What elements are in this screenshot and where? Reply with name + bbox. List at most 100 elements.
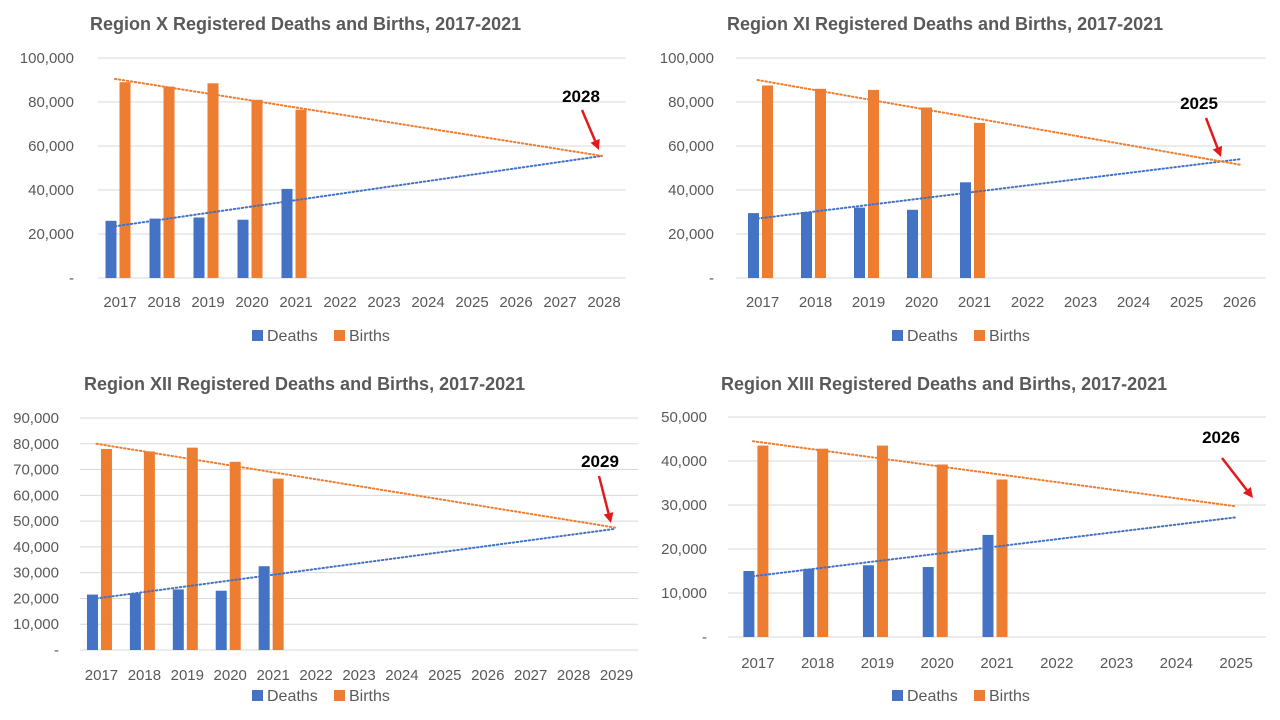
y-tick-label: 90,000 <box>13 410 59 427</box>
annotation-label: 2025 <box>1180 94 1218 113</box>
y-tick-label: 80,000 <box>13 436 59 453</box>
x-tick-label: 2018 <box>147 294 180 311</box>
bar-deaths-2019 <box>172 589 184 650</box>
x-tick-label: 2027 <box>543 294 576 311</box>
chart-title: Region XII Registered Deaths and Births,… <box>84 374 525 394</box>
bar-births-2021 <box>974 122 985 279</box>
bar-births-2018 <box>163 86 175 278</box>
bar-deaths-2018 <box>801 212 812 278</box>
bar-deaths-2017 <box>743 571 755 637</box>
x-tick-label: 2024 <box>411 294 444 311</box>
x-tick-label: 2026 <box>471 667 504 684</box>
annotation-arrow <box>580 109 597 142</box>
x-tick-label: 2027 <box>514 667 547 684</box>
x-tick-label: 2019 <box>861 655 894 672</box>
trendline-deaths <box>114 154 603 228</box>
trendline-births <box>756 79 1241 166</box>
legend-swatch-births <box>334 330 345 341</box>
bar-births-2020 <box>936 464 948 637</box>
legend-label-births: Births <box>349 688 390 705</box>
y-tick-label: 20,000 <box>28 226 74 243</box>
y-tick-label: 40,000 <box>28 182 74 199</box>
chart-1: Region X Registered Deaths and Births, 2… <box>20 14 626 345</box>
y-tick-label: 30,000 <box>13 565 59 582</box>
x-tick-label: 2022 <box>299 667 332 684</box>
y-tick-label: 100,000 <box>660 50 714 67</box>
x-tick-label: 2024 <box>385 667 418 684</box>
annotation-arrowhead <box>603 512 614 523</box>
annotation-arrowhead <box>590 138 600 150</box>
y-tick-label: 20,000 <box>668 226 714 243</box>
x-tick-label: 2023 <box>1064 294 1097 311</box>
x-tick-label: 2025 <box>428 667 461 684</box>
trendline-deaths <box>95 527 616 600</box>
legend-swatch-births <box>974 330 985 341</box>
x-tick-label: 2024 <box>1117 294 1150 311</box>
bar-deaths-2018 <box>129 593 141 650</box>
x-tick-label: 2017 <box>103 294 136 311</box>
bar-births-2018 <box>143 451 155 650</box>
x-tick-label: 2018 <box>799 294 832 311</box>
bar-births-2019 <box>876 445 888 637</box>
x-tick-label: 2025 <box>1219 655 1252 672</box>
trendline-deaths <box>756 158 1241 220</box>
chart-4: Region XIII Registered Deaths and Births… <box>661 374 1266 705</box>
y-tick-label: 40,000 <box>668 182 714 199</box>
bar-deaths-2020 <box>907 209 918 278</box>
chart-title: Region XIII Registered Deaths and Births… <box>721 374 1167 394</box>
x-tick-label: 2021 <box>256 667 289 684</box>
x-tick-label: 2022 <box>1011 294 1044 311</box>
legend-swatch-deaths <box>892 330 903 341</box>
legend-label-deaths: Deaths <box>267 328 318 345</box>
x-tick-label: 2020 <box>905 294 938 311</box>
y-tick-label: 70,000 <box>13 462 59 479</box>
annotation-arrow <box>597 475 610 514</box>
bar-births-2020 <box>921 107 932 278</box>
chart-2: Region XI Registered Deaths and Births, … <box>660 14 1266 345</box>
x-tick-label: 2026 <box>1223 294 1256 311</box>
trendline-deaths <box>751 516 1237 578</box>
x-tick-label: 2020 <box>235 294 268 311</box>
x-tick-label: 2021 <box>980 655 1013 672</box>
chart-title: Region X Registered Deaths and Births, 2… <box>90 14 521 34</box>
x-tick-label: 2020 <box>214 667 247 684</box>
chart-title: Region XI Registered Deaths and Births, … <box>727 14 1163 34</box>
x-tick-label: 2025 <box>1170 294 1203 311</box>
bar-deaths-2017 <box>86 594 98 650</box>
legend-swatch-births <box>974 690 985 701</box>
y-tick-label: 60,000 <box>13 487 59 504</box>
x-tick-label: 2019 <box>171 667 204 684</box>
bar-births-2017 <box>762 85 773 278</box>
annotation-arrow <box>1221 457 1248 491</box>
y-tick-label: 100,000 <box>20 50 74 67</box>
x-tick-label: 2023 <box>367 294 400 311</box>
bar-births-2020 <box>251 99 263 278</box>
x-tick-label: 2019 <box>191 294 224 311</box>
x-tick-label: 2022 <box>323 294 356 311</box>
bar-births-2017 <box>100 448 112 650</box>
bar-deaths-2017 <box>105 220 117 278</box>
bar-deaths-2020 <box>922 567 934 637</box>
y-tick-label: 50,000 <box>13 513 59 530</box>
x-tick-label: 2028 <box>557 667 590 684</box>
x-tick-label: 2023 <box>342 667 375 684</box>
bar-births-2018 <box>815 88 826 278</box>
y-tick-label: - <box>709 270 714 287</box>
y-tick-label: 80,000 <box>668 94 714 111</box>
y-tick-label: - <box>54 642 59 659</box>
trendline-births <box>751 440 1237 508</box>
x-tick-label: 2019 <box>852 294 885 311</box>
x-tick-label: 2021 <box>958 294 991 311</box>
bar-births-2019 <box>868 89 879 279</box>
bar-deaths-2019 <box>862 565 874 637</box>
x-tick-label: 2022 <box>1040 655 1073 672</box>
trendline-births <box>114 77 603 157</box>
bar-births-2020 <box>229 461 241 650</box>
x-tick-label: 2020 <box>921 655 954 672</box>
legend-label-deaths: Deaths <box>907 688 958 705</box>
bar-deaths-2021 <box>258 566 270 650</box>
legend-swatch-deaths <box>252 690 263 701</box>
chart-3: Region XII Registered Deaths and Births,… <box>13 374 638 705</box>
